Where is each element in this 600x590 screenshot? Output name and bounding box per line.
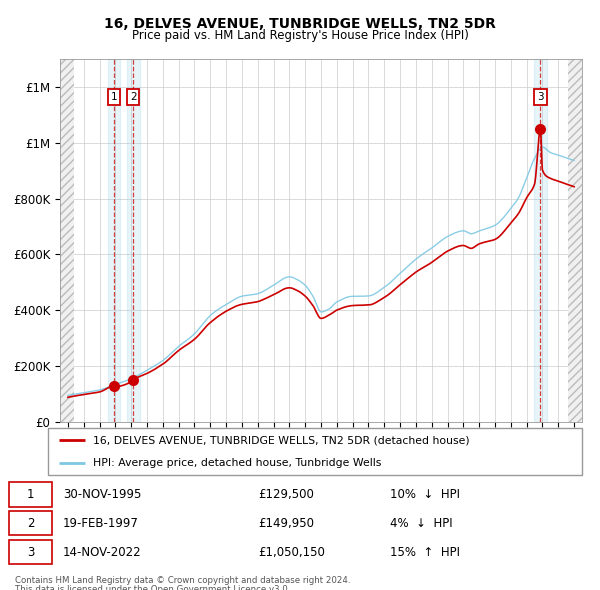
FancyBboxPatch shape xyxy=(9,540,52,564)
Text: 15%  ↑  HPI: 15% ↑ HPI xyxy=(390,546,460,559)
Text: 1: 1 xyxy=(27,488,34,501)
Text: 2: 2 xyxy=(27,517,34,530)
Bar xyxy=(60,59,74,422)
Bar xyxy=(534,59,547,422)
FancyBboxPatch shape xyxy=(9,483,52,507)
Text: 16, DELVES AVENUE, TUNBRIDGE WELLS, TN2 5DR: 16, DELVES AVENUE, TUNBRIDGE WELLS, TN2 … xyxy=(104,17,496,31)
Text: £129,500: £129,500 xyxy=(258,488,314,501)
Bar xyxy=(108,59,121,422)
Text: 14-NOV-2022: 14-NOV-2022 xyxy=(63,546,142,559)
FancyBboxPatch shape xyxy=(9,511,52,535)
Text: This data is licensed under the Open Government Licence v3.0.: This data is licensed under the Open Gov… xyxy=(15,585,290,590)
FancyBboxPatch shape xyxy=(48,428,582,475)
Bar xyxy=(568,59,582,422)
Text: 19-FEB-1997: 19-FEB-1997 xyxy=(63,517,139,530)
Text: 4%  ↓  HPI: 4% ↓ HPI xyxy=(390,517,452,530)
Text: HPI: Average price, detached house, Tunbridge Wells: HPI: Average price, detached house, Tunb… xyxy=(94,458,382,468)
Text: 3: 3 xyxy=(27,546,34,559)
Text: Contains HM Land Registry data © Crown copyright and database right 2024.: Contains HM Land Registry data © Crown c… xyxy=(15,576,350,585)
Text: 16, DELVES AVENUE, TUNBRIDGE WELLS, TN2 5DR (detached house): 16, DELVES AVENUE, TUNBRIDGE WELLS, TN2 … xyxy=(94,435,470,445)
Text: 3: 3 xyxy=(537,92,544,102)
Text: £149,950: £149,950 xyxy=(258,517,314,530)
Text: £1,050,150: £1,050,150 xyxy=(258,546,325,559)
Text: 2: 2 xyxy=(130,92,137,102)
Bar xyxy=(127,59,140,422)
Text: Price paid vs. HM Land Registry's House Price Index (HPI): Price paid vs. HM Land Registry's House … xyxy=(131,29,469,42)
Text: 10%  ↓  HPI: 10% ↓ HPI xyxy=(390,488,460,501)
Text: 1: 1 xyxy=(111,92,118,102)
Text: 30-NOV-1995: 30-NOV-1995 xyxy=(63,488,142,501)
